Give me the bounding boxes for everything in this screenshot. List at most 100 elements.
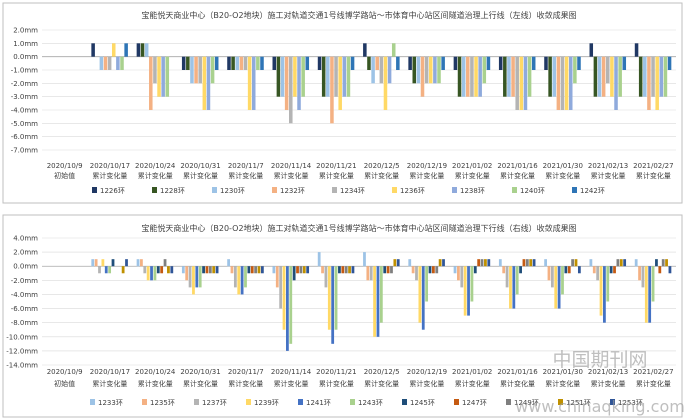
bar-1228环 [593, 56, 598, 97]
x-tick-date: 2020/12/19 [407, 162, 447, 170]
bar-1234环 [560, 56, 565, 110]
bar-1232环 [556, 56, 561, 110]
x-tick-date: 2020/10/31 [180, 368, 220, 376]
bar-1232环 [103, 56, 108, 70]
bar-1234环 [153, 56, 157, 84]
bar-1230环 [371, 56, 375, 84]
y-tick-label: 1.0mm [13, 40, 38, 48]
x-tick-label: 累计变化量 [228, 171, 263, 180]
bar-1232环 [375, 56, 379, 70]
bar-1240环 [301, 56, 305, 97]
bar-1228环 [231, 56, 235, 70]
y-tick-label: 0.0mm [13, 53, 38, 61]
bar-1230环 [552, 56, 556, 97]
bar-1251环 [619, 259, 623, 267]
y-tick-label: -6.0mm [11, 133, 38, 141]
legend-swatch [298, 399, 303, 405]
x-tick-date: 2020/11/14 [271, 368, 312, 376]
bar-1243环 [198, 266, 202, 288]
bar-1253环 [487, 259, 491, 267]
bar-1238环 [116, 56, 120, 70]
bar-1234环 [424, 56, 429, 84]
y-tick-label: -7.0mm [11, 147, 38, 155]
bar-1232环 [601, 56, 606, 97]
legend-swatch [152, 187, 157, 193]
x-tick-label: 累计变化量 [409, 171, 444, 180]
bar-1243环 [515, 266, 519, 295]
bar-1230环 [99, 56, 104, 70]
bar-1249环 [616, 259, 620, 267]
bar-1243环 [561, 266, 564, 295]
bar-1242环 [214, 56, 219, 70]
legend-label: 1251环 [566, 399, 591, 407]
bar-1226环 [181, 56, 186, 70]
x-tick-date: 2021/02/13 [588, 368, 628, 376]
x-tick-date: 2020/10/31 [180, 162, 220, 170]
bar-1242环 [350, 56, 355, 70]
x-tick-label: 累计变化量 [138, 171, 173, 180]
bar-1230环 [190, 56, 194, 84]
bar-1241环 [286, 266, 289, 351]
bar-1236环 [383, 56, 388, 110]
y-tick-label: -1.0mm [11, 67, 38, 75]
bar-1237环 [596, 266, 600, 281]
bar-1233环 [453, 266, 457, 274]
bar-1239环 [644, 266, 648, 323]
bar-1249环 [571, 259, 575, 267]
bar-1228环 [412, 56, 417, 84]
x-tick-date: 2020/11/7 [228, 368, 264, 376]
bar-1237环 [550, 266, 554, 288]
bar-1235环 [502, 266, 506, 274]
bar-1245环 [338, 266, 341, 274]
bar-1247环 [431, 266, 435, 274]
bar-1253环 [170, 266, 174, 274]
bar-1226环 [408, 56, 412, 70]
bar-1234环 [379, 56, 384, 84]
legend-label: 1232环 [280, 187, 305, 195]
bar-1253环 [351, 266, 355, 274]
bar-1233环 [544, 259, 547, 267]
bar-1251环 [438, 259, 442, 267]
bar-1238环 [387, 56, 392, 84]
x-tick-label: 累计变化量 [274, 171, 309, 180]
bar-1237环 [415, 266, 418, 281]
bar-1235环 [230, 266, 234, 274]
x-tick-date: 2021/01/16 [497, 368, 538, 376]
bar-1236环 [655, 56, 659, 110]
x-tick-label: 累计变化量 [545, 379, 580, 388]
bar-1235环 [547, 266, 551, 281]
legend-label: 1228环 [160, 187, 185, 195]
y-tick-label: 0.0mm [13, 263, 38, 271]
bar-1232环 [284, 56, 289, 110]
chart-title: 宝能悦天商业中心（B20-O2地块）施工对轨道交通1号线博学路站～市体育中心站区… [141, 10, 576, 20]
x-tick-date: 2021/01/30 [543, 162, 583, 170]
legend-swatch [212, 187, 217, 193]
x-tick-date: 2020/12/5 [364, 162, 400, 170]
bar-1234环 [515, 56, 519, 110]
bar-1245环 [428, 266, 432, 274]
legend-swatch [572, 187, 577, 193]
bar-1251环 [121, 266, 125, 274]
bar-1247环 [205, 266, 209, 274]
bar-1228环 [140, 43, 145, 57]
x-tick-label: 累计变化量 [364, 379, 399, 388]
bar-1233环 [408, 259, 412, 267]
bar-1235环 [638, 266, 641, 281]
bar-1226环 [272, 56, 277, 70]
x-tick-date: 2021/01/02 [452, 162, 492, 170]
bar-1232环 [194, 56, 198, 84]
y-tick-label: -14.0mm [6, 362, 38, 370]
bar-1239环 [373, 266, 376, 337]
bar-1241环 [467, 266, 470, 316]
x-tick-label: 初始值 [54, 379, 75, 388]
bar-1238环 [478, 56, 482, 97]
bar-1228环 [321, 56, 326, 97]
bar-1238环 [206, 56, 211, 110]
bar-1253环 [668, 266, 672, 274]
bar-1236环 [564, 56, 569, 110]
x-tick-label: 累计变化量 [183, 171, 218, 180]
bar-1242环 [124, 43, 128, 57]
bar-1245环 [519, 266, 522, 274]
bar-1234环 [334, 56, 338, 97]
bar-1238环 [342, 56, 347, 97]
